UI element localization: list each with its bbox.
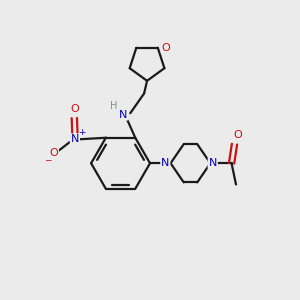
Text: +: +: [78, 128, 85, 137]
Text: N: N: [119, 110, 128, 120]
Text: N: N: [71, 134, 79, 144]
Text: N: N: [161, 158, 170, 168]
Text: O: O: [49, 148, 58, 158]
Text: H: H: [110, 101, 118, 111]
Text: O: O: [162, 43, 170, 53]
Text: N: N: [208, 158, 217, 168]
Text: O: O: [70, 104, 79, 114]
Text: O: O: [233, 130, 242, 140]
Text: −: −: [44, 155, 52, 164]
